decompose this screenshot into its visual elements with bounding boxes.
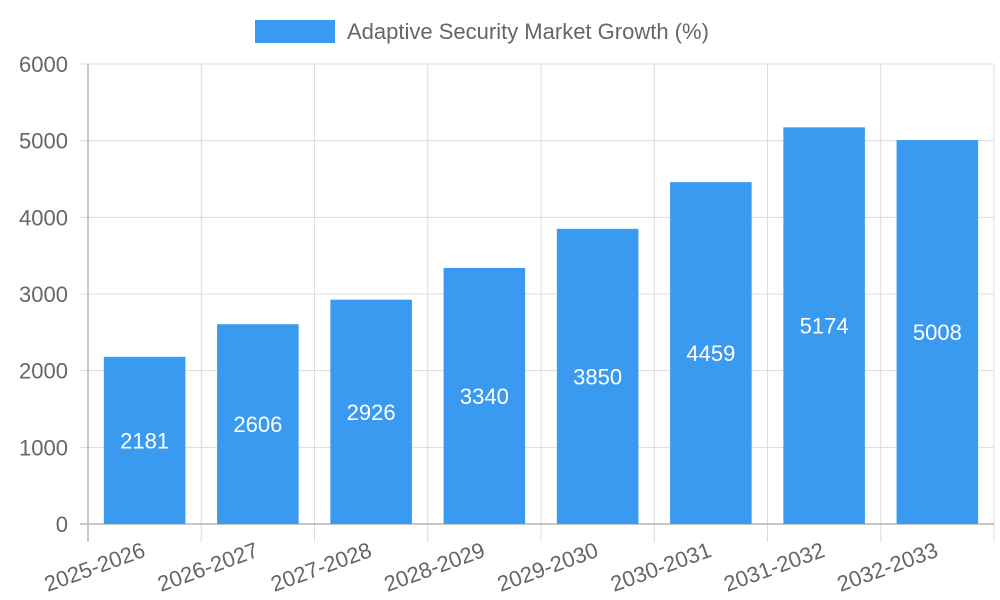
bar-value-label: 3850 [573,364,622,389]
bar-value-label: 3340 [460,384,509,409]
legend-swatch [255,20,335,43]
x-tick-label: 2025-2026 [41,537,148,596]
bar-value-label: 2606 [233,412,282,437]
bar[interactable] [783,127,865,525]
legend-label: Adaptive Security Market Growth (%) [347,19,709,44]
bar[interactable] [330,299,412,524]
y-tick-label: 0 [56,512,68,537]
x-tick-label: 2027-2028 [267,537,374,596]
bar[interactable] [443,267,526,524]
x-tick-label: 2030-2031 [607,537,714,596]
bar-value-label: 5174 [800,314,849,339]
legend: Adaptive Security Market Growth (%) [255,19,709,44]
y-tick-label: 5000 [19,129,68,154]
x-tick-label: 2031-2032 [720,537,827,596]
bar-value-label: 2926 [347,400,396,425]
y-tick-label: 4000 [19,205,68,230]
bar[interactable] [217,324,299,524]
bar[interactable] [896,140,979,524]
data-labels: 2181 2606 2926 3340 3850 4459 5174 5008 [120,314,962,454]
bar[interactable] [670,182,752,525]
bar[interactable] [556,228,639,525]
y-tick-label: 6000 [19,52,68,77]
y-tick-label: 1000 [19,435,68,460]
bar-value-label: 2181 [120,428,169,453]
x-tick-label: 2028-2029 [381,537,488,596]
x-tick-label: 2032-2033 [834,537,941,596]
bars [103,127,979,525]
bar-value-label: 4459 [686,341,735,366]
x-tick-label: 2029-2030 [494,537,601,596]
y-tick-label: 2000 [19,359,68,384]
bar-value-label: 5008 [913,320,962,345]
grid [80,63,995,542]
y-tick-label: 3000 [19,282,68,307]
x-tick-label: 2026-2027 [154,537,261,596]
bar[interactable] [103,356,186,524]
